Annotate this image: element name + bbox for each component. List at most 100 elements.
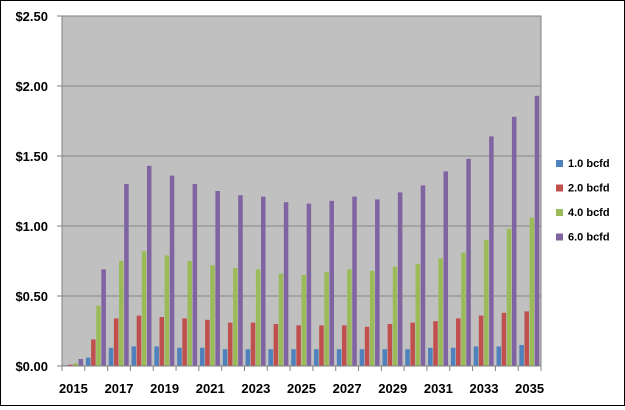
bar-2-0-bcfd-2020 xyxy=(182,318,187,366)
bar-1-0-bcfd-2030 xyxy=(405,349,410,366)
bar-1-0-bcfd-2023 xyxy=(245,349,251,366)
bar-6-0-bcfd-2030 xyxy=(420,185,426,366)
bar-2-0-bcfd-2032 xyxy=(456,318,461,366)
bar-2-0-bcfd-2021 xyxy=(205,319,210,366)
bar-6-0-bcfd-2026 xyxy=(329,200,334,366)
bar-2-0-bcfd-2024 xyxy=(273,324,279,366)
bar-1-0-bcfd-2035 xyxy=(519,345,524,366)
bar-1-0-bcfd-2028 xyxy=(359,349,365,366)
y-tick-label: $2.50 xyxy=(15,9,48,24)
bar-1-0-bcfd-2022 xyxy=(222,349,228,366)
bar-4-0-bcfd-2020 xyxy=(187,261,192,366)
bar-4-0-bcfd-2023 xyxy=(255,269,261,366)
bar-6-0-bcfd-2018 xyxy=(146,165,152,366)
y-tick-label: $1.00 xyxy=(15,219,48,234)
bar-2-0-bcfd-2029 xyxy=(387,324,393,366)
bar-6-0-bcfd-2028 xyxy=(375,199,380,366)
bar-2-0-bcfd-2016 xyxy=(91,339,96,366)
x-tick-label: 2035 xyxy=(515,381,544,396)
bar-2-0-bcfd-2035 xyxy=(524,311,529,366)
bar-4-0-bcfd-2030 xyxy=(415,263,421,366)
bar-4-0-bcfd-2033 xyxy=(483,240,489,366)
bar-4-0-bcfd-2018 xyxy=(141,251,147,366)
bar-6-0-bcfd-2016 xyxy=(101,269,106,366)
bar-2-0-bcfd-2023 xyxy=(250,322,256,366)
bar-6-0-bcfd-2035 xyxy=(534,95,540,367)
bar-1-0-bcfd-2016 xyxy=(85,357,91,366)
bar-1-0-bcfd-2018 xyxy=(131,346,137,366)
bar-6-0-bcfd-2020 xyxy=(192,184,198,366)
bar-2-0-bcfd-2027 xyxy=(341,325,347,366)
x-tick-label: 2027 xyxy=(333,381,362,396)
bar-1-0-bcfd-2024 xyxy=(268,349,273,366)
bar-1-0-bcfd-2032 xyxy=(450,347,456,366)
x-axis: 2015 2017 2019 2021 2023 2025 2027 2029 2031 2033… xyxy=(59,365,544,396)
bar-6-0-bcfd-2017 xyxy=(124,184,129,366)
bar-4-0-bcfd-2025 xyxy=(301,275,307,366)
x-tick-label: 2019 xyxy=(150,381,179,396)
bar-2-0-bcfd-2025 xyxy=(296,325,301,366)
bar-1-0-bcfd-2033 xyxy=(473,346,479,366)
bar-6-0-bcfd-2015 xyxy=(78,359,84,366)
bar-4-0-bcfd-2021 xyxy=(210,265,215,366)
y-tick-label: $0.00 xyxy=(15,359,48,374)
bar-1-0-bcfd-2034 xyxy=(496,346,502,366)
legend: 1.0 bcfd 2.0 bcfd 4.0 bcfd 6.0 bcfd xyxy=(556,158,610,244)
legend-swatch xyxy=(556,184,563,192)
bar-1-0-bcfd-2027 xyxy=(336,349,342,366)
x-tick-label: 2015 xyxy=(59,381,88,396)
bar-6-0-bcfd-2033 xyxy=(489,136,494,366)
bar-2-0-bcfd-2019 xyxy=(159,317,165,366)
bar-4-0-bcfd-2032 xyxy=(461,252,466,366)
bar-1-0-bcfd-2031 xyxy=(428,347,433,366)
x-tick-label: 2017 xyxy=(105,381,134,396)
bar-2-0-bcfd-2030 xyxy=(410,322,415,366)
bar-4-0-bcfd-2024 xyxy=(278,273,284,366)
bar-2-0-bcfd-2028 xyxy=(364,326,370,366)
bar-2-0-bcfd-2033 xyxy=(478,315,484,366)
legend-label: 2.0 bcfd xyxy=(568,183,610,195)
bar-6-0-bcfd-2021 xyxy=(215,191,220,366)
bar-2-0-bcfd-2026 xyxy=(319,325,324,366)
bar-4-0-bcfd-2029 xyxy=(392,266,398,366)
y-tick-label: $0.50 xyxy=(15,289,48,304)
legend-label: 4.0 bcfd xyxy=(568,207,610,219)
legend-swatch xyxy=(556,233,563,241)
bar-2-0-bcfd-2017 xyxy=(113,318,119,366)
bar-2-0-bcfd-2018 xyxy=(136,315,142,366)
y-tick-label: $2.00 xyxy=(15,79,48,94)
bar-6-0-bcfd-2034 xyxy=(511,116,517,366)
bar-4-0-bcfd-2019 xyxy=(164,255,170,366)
bar-4-0-bcfd-2022 xyxy=(233,268,238,366)
bar-4-0-bcfd-2034 xyxy=(506,228,512,366)
legend-label: 6.0 bcfd xyxy=(568,232,610,244)
bar-2-0-bcfd-2022 xyxy=(227,322,233,366)
bar-2-0-bcfd-2031 xyxy=(433,321,438,366)
bar-6-0-bcfd-2032 xyxy=(466,158,471,366)
x-tick-label: 2021 xyxy=(196,381,225,396)
bar-1-0-bcfd-2029 xyxy=(382,349,387,366)
bar-6-0-bcfd-2023 xyxy=(261,196,266,366)
bar-4-0-bcfd-2016 xyxy=(96,305,101,366)
bar-4-0-bcfd-2026 xyxy=(324,272,329,366)
bar-6-0-bcfd-2025 xyxy=(306,203,312,366)
bar-1-0-bcfd-2021 xyxy=(200,347,205,366)
bar-6-0-bcfd-2029 xyxy=(397,192,403,366)
x-tick-label: 2031 xyxy=(424,381,453,396)
bar-1-0-bcfd-2017 xyxy=(108,347,114,366)
y-tick-label: $1.50 xyxy=(15,149,48,164)
bar-4-0-bcfd-2015 xyxy=(73,363,78,366)
bar-2-0-bcfd-2015 xyxy=(68,364,73,366)
bar-6-0-bcfd-2019 xyxy=(169,175,175,366)
bar-4-0-bcfd-2027 xyxy=(347,269,352,366)
bar-4-0-bcfd-2028 xyxy=(369,270,375,366)
x-tick-label: 2025 xyxy=(287,381,316,396)
bars xyxy=(63,95,540,367)
bar-1-0-bcfd-2026 xyxy=(314,349,319,366)
legend-swatch xyxy=(556,209,563,216)
bar-1-0-bcfd-2025 xyxy=(291,349,296,366)
bar-6-0-bcfd-2022 xyxy=(238,195,243,366)
x-tick-label: 2029 xyxy=(378,381,407,396)
